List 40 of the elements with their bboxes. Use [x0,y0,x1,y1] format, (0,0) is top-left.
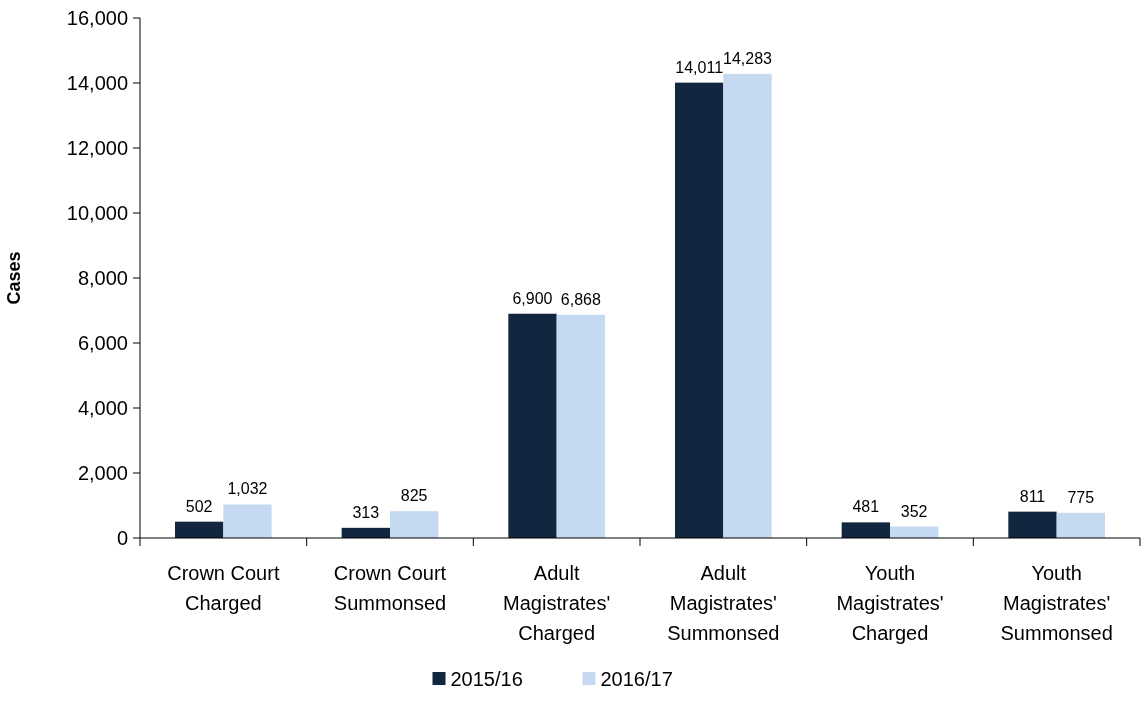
data-label: 775 [1067,488,1095,506]
bar [508,313,557,538]
data-label: 14,283 [723,49,773,67]
legend-label: 2015/16 [450,668,523,690]
x-tick-label: Youth Magistrates' Summonsed [1000,562,1113,644]
data-label: 6,900 [512,289,553,307]
y-axis-title: Cases [4,251,24,305]
y-tick-label: 4,000 [77,397,128,419]
y-tick-label: 8,000 [77,267,128,289]
data-label: 825 [400,487,428,505]
data-label: 481 [852,498,880,516]
data-label: 14,011 [675,58,724,76]
bar [223,504,272,538]
bar [723,73,772,538]
x-tick-label: Crown Court Summonsed [333,562,447,614]
bar [1056,512,1105,538]
x-tick-label: Crown Court Charged [167,562,280,614]
data-label: 313 [352,503,380,521]
y-tick-label: 2,000 [77,462,128,484]
y-tick-label: 0 [116,527,128,549]
data-label: 502 [185,497,213,515]
data-label: 352 [900,502,928,520]
data-label: 811 [1019,487,1046,505]
bar [675,82,724,538]
y-tick-label: 10,000 [66,202,128,224]
bar [175,521,224,538]
x-tick-label: Youth Magistrates' Charged [836,562,944,644]
legend-label: 2016/17 [600,668,673,690]
x-tick-label: Adult Magistrates' Summonsed [667,562,780,644]
y-tick-label: 6,000 [77,332,128,354]
y-tick-label: 14,000 [66,72,128,94]
data-label: 1,032 [227,480,268,498]
y-tick-label: 12,000 [66,137,128,159]
y-tick-label: 16,000 [66,7,128,29]
x-tick-label: Adult Magistrates' Charged [503,562,611,644]
bar [556,314,605,538]
data-label: 6,868 [560,290,601,308]
bar [1008,511,1057,538]
bar [390,511,439,538]
bar [841,522,890,538]
